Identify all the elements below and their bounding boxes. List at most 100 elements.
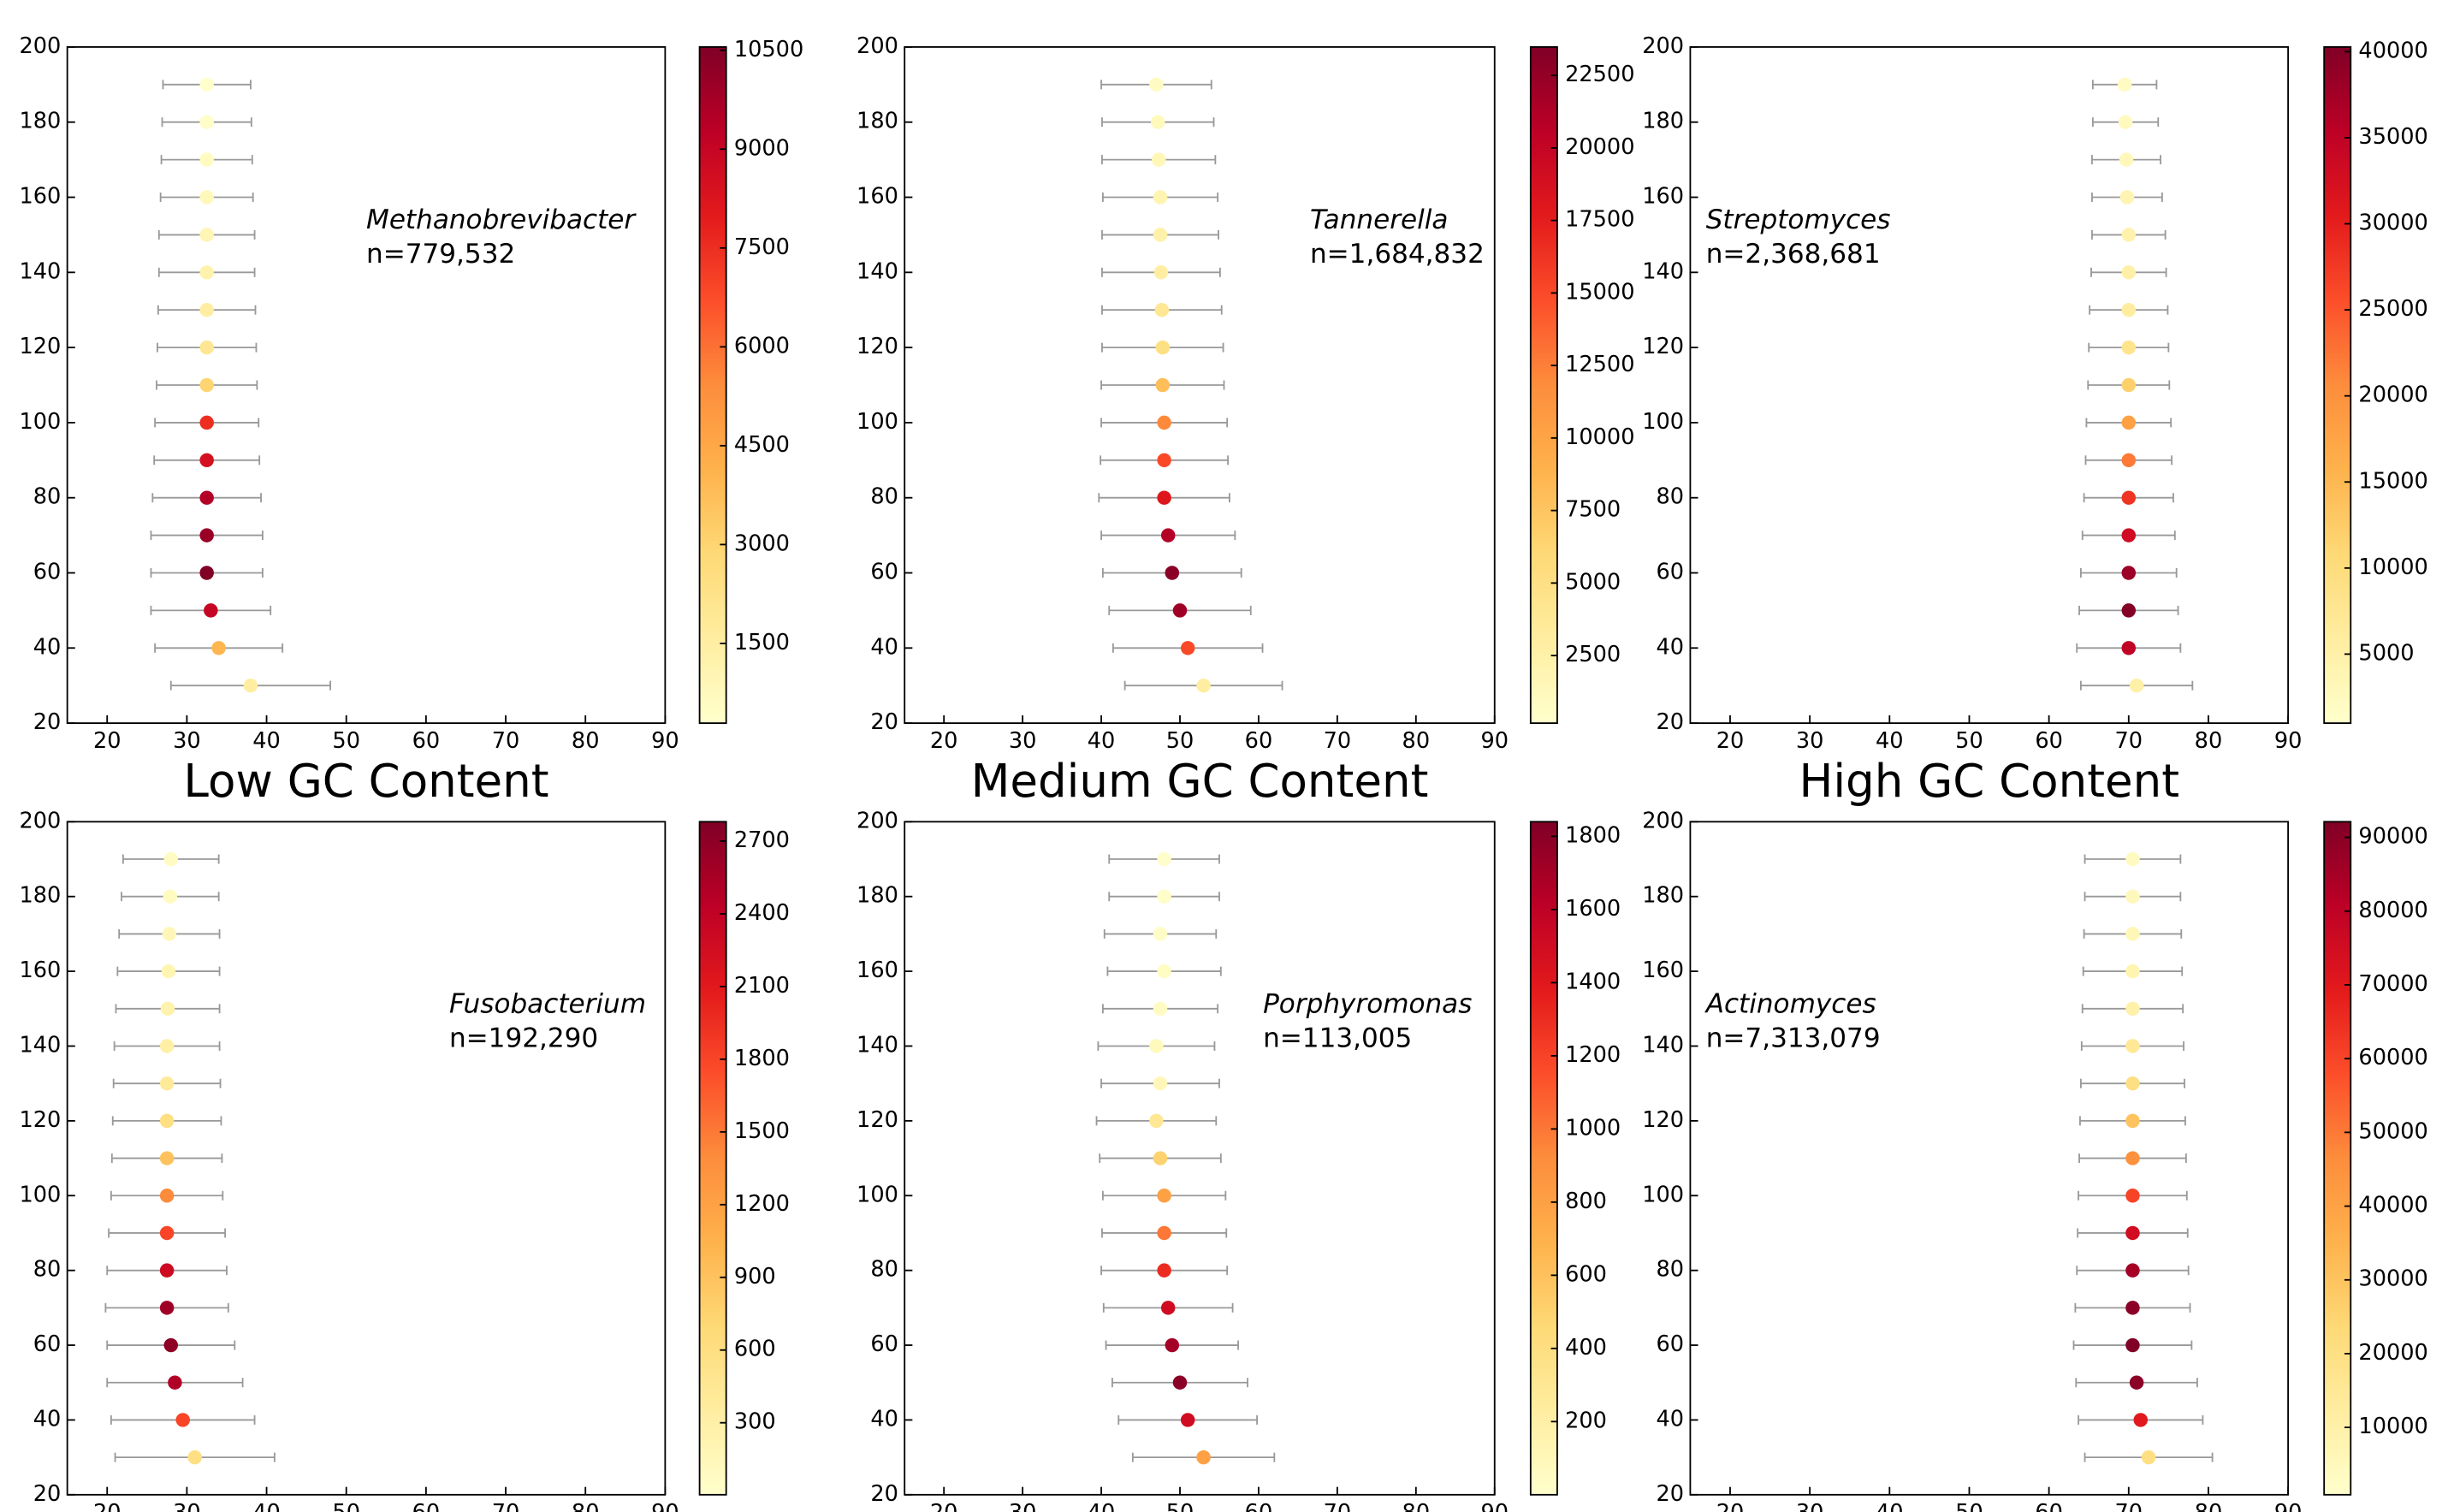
x-tick-label: 70 bbox=[2115, 1500, 2143, 1512]
y-tick-label: 200 bbox=[857, 808, 898, 833]
point bbox=[1149, 1114, 1163, 1128]
x-tick-label: 80 bbox=[2195, 728, 2223, 754]
x-tick-label: 90 bbox=[1480, 728, 1509, 754]
colorbar-tick-label: 17500 bbox=[1565, 207, 1634, 233]
y-tick-label: 140 bbox=[1642, 1032, 1684, 1058]
point bbox=[2119, 152, 2133, 166]
point bbox=[160, 1301, 174, 1314]
point bbox=[1165, 1338, 1179, 1352]
point bbox=[1156, 341, 1170, 354]
y-tick-label: 20 bbox=[1657, 709, 1685, 735]
x-tick-label: 40 bbox=[1876, 1500, 1904, 1512]
x-tick-label: 60 bbox=[2035, 1500, 2063, 1512]
colorbar-tick-label: 5000 bbox=[2358, 640, 2414, 666]
colorbar-tick-label: 40000 bbox=[2358, 1193, 2427, 1218]
point bbox=[199, 265, 213, 279]
point bbox=[1153, 228, 1167, 241]
y-tick-label: 180 bbox=[1642, 883, 1684, 909]
x-tick-label: 50 bbox=[1166, 728, 1194, 754]
point bbox=[1153, 1076, 1167, 1090]
y-tick-label: 160 bbox=[19, 184, 61, 210]
colorbar-tick-label: 2700 bbox=[734, 827, 790, 853]
colorbar-tick-label: 20000 bbox=[1565, 134, 1634, 160]
colorbar-tick-label: 35000 bbox=[2358, 124, 2427, 150]
y-tick-label: 140 bbox=[857, 258, 898, 284]
x-tick-label: 30 bbox=[1009, 1500, 1037, 1512]
y-tick-label: 20 bbox=[870, 1481, 898, 1507]
point bbox=[163, 927, 176, 940]
organism-label: Streptomyces bbox=[1706, 205, 1891, 235]
y-tick-label: 180 bbox=[19, 109, 61, 134]
point bbox=[2119, 115, 2132, 128]
x-tick-label: 80 bbox=[572, 1500, 600, 1512]
point bbox=[2122, 528, 2136, 542]
point bbox=[164, 1338, 178, 1352]
point bbox=[1157, 454, 1171, 467]
organism-label: Methanobrevibacter bbox=[366, 205, 637, 235]
count-label: n=113,005 bbox=[1263, 1023, 1412, 1054]
y-tick-label: 20 bbox=[870, 709, 898, 735]
x-tick-label: 20 bbox=[1716, 1500, 1745, 1512]
point bbox=[199, 190, 213, 204]
y-tick-label: 20 bbox=[33, 1481, 62, 1507]
y-tick-label: 120 bbox=[857, 1107, 898, 1133]
point bbox=[2122, 641, 2136, 655]
x-tick-label: 60 bbox=[412, 728, 441, 754]
x-tick-label: 30 bbox=[1796, 728, 1824, 754]
colorbar-tick-label: 25000 bbox=[2358, 296, 2427, 322]
colorbar-tick-label: 5000 bbox=[1565, 569, 1621, 595]
colorbar-tick-label: 20000 bbox=[2358, 1340, 2427, 1366]
colorbar-tick-label: 30000 bbox=[2358, 1266, 2427, 1292]
y-tick-label: 200 bbox=[1642, 808, 1684, 833]
y-tick-label: 40 bbox=[870, 1406, 898, 1432]
x-tick-label: 80 bbox=[1402, 728, 1431, 754]
point bbox=[2122, 303, 2136, 317]
point bbox=[1181, 1413, 1194, 1426]
point bbox=[2125, 1263, 2139, 1277]
colorbar-tick-label: 7500 bbox=[1565, 497, 1621, 523]
count-label: n=779,532 bbox=[366, 239, 515, 270]
y-tick-label: 160 bbox=[19, 958, 61, 983]
colorbar-tick-label: 1500 bbox=[734, 630, 790, 655]
y-tick-label: 20 bbox=[1657, 1481, 1685, 1507]
organism-label: Tannerella bbox=[1310, 205, 1449, 235]
chart-title: High GC Content bbox=[1799, 755, 2179, 808]
x-tick-label: 40 bbox=[1088, 728, 1116, 754]
point bbox=[1157, 1263, 1171, 1277]
point bbox=[161, 1002, 175, 1016]
plot-area bbox=[1690, 47, 2288, 723]
point bbox=[160, 1226, 174, 1240]
point bbox=[1181, 641, 1194, 655]
point bbox=[211, 641, 225, 655]
plot-area bbox=[1690, 821, 2288, 1495]
point bbox=[160, 1114, 174, 1128]
point bbox=[2125, 927, 2139, 940]
y-tick-label: 20 bbox=[33, 709, 62, 735]
point bbox=[1156, 378, 1170, 392]
chart-title: Low GC Content bbox=[183, 755, 548, 808]
y-tick-label: 140 bbox=[1642, 258, 1684, 284]
point bbox=[160, 1151, 174, 1165]
colorbar-tick-label: 7500 bbox=[734, 234, 790, 260]
y-tick-label: 60 bbox=[33, 1331, 62, 1357]
colorbar-tick-label: 400 bbox=[1565, 1335, 1607, 1361]
point bbox=[1154, 265, 1168, 279]
y-tick-label: 160 bbox=[1642, 184, 1684, 210]
point bbox=[2125, 1076, 2139, 1090]
x-tick-label: 20 bbox=[1716, 728, 1745, 754]
y-tick-label: 140 bbox=[19, 258, 61, 284]
point bbox=[199, 528, 213, 542]
y-tick-label: 100 bbox=[19, 409, 61, 435]
colorbar-tick-label: 900 bbox=[734, 1264, 776, 1290]
y-tick-label: 200 bbox=[1642, 33, 1684, 59]
x-tick-label: 90 bbox=[651, 728, 679, 754]
colorbar-tick-label: 6000 bbox=[734, 333, 790, 359]
point bbox=[199, 341, 213, 354]
point bbox=[176, 1413, 190, 1426]
y-tick-label: 180 bbox=[857, 883, 898, 909]
colorbar-tick-label: 15000 bbox=[1565, 279, 1634, 305]
colorbar-tick-label: 2400 bbox=[734, 900, 790, 926]
point bbox=[2125, 1189, 2139, 1202]
point bbox=[2122, 228, 2136, 241]
